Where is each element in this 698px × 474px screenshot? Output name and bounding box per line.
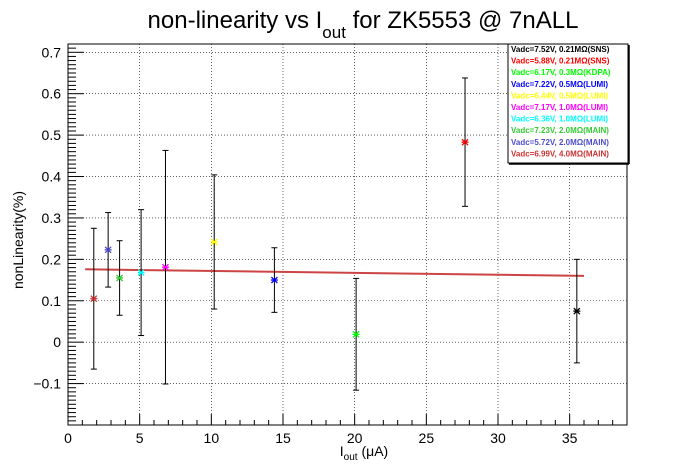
x-tick-label: 15	[275, 430, 291, 446]
x-tick-label: 20	[347, 430, 363, 446]
legend-entry: Vadc=7.23V, 2.0MΩ(MAIN)	[511, 126, 609, 135]
legend-entry: Vadc=5.88V, 0.21MΩ(SNS)	[511, 57, 610, 66]
legend-entry: Vadc=7.22V, 0.5MΩ(LUMI)	[511, 80, 608, 89]
x-tick-label: 30	[490, 430, 506, 446]
x-tick-label: 0	[64, 430, 72, 446]
y-tick-label: 0.7	[42, 44, 62, 60]
data-point-marker	[137, 269, 145, 277]
data-point-marker	[90, 295, 98, 303]
data-point-marker	[104, 246, 112, 254]
legend-entry: Vadc=6.44V, 0.5MΩ(LUMI)	[511, 91, 608, 100]
x-tick-label: 5	[136, 430, 144, 446]
y-tick-label: −0.1	[33, 376, 61, 392]
y-axis-label: nonLinearity(%)	[10, 191, 26, 289]
legend-entry: Vadc=6.36V, 1.0MΩ(LUMI)	[511, 115, 608, 124]
y-tick-label: 0.2	[42, 251, 62, 267]
data-point-marker	[461, 138, 469, 146]
legend-entry: Vadc=7.52V, 0.21MΩ(SNS)	[511, 45, 610, 54]
axes: 0 5 10 15 20 25 30 35 −0.1 0 0.1 0.2 0.3 0.4 0.5 0.6 0.7	[33, 44, 614, 446]
data-point-marker	[270, 276, 278, 284]
data-points	[90, 77, 581, 391]
legend-entry: Vadc=6.17V, 0.3MΩ(KDPA)	[511, 68, 611, 77]
chart-title: non-linearity vs Iout for ZK5553 @ 7nALL	[148, 7, 579, 42]
x-tick-label: 10	[204, 430, 220, 446]
data-point-marker	[352, 330, 360, 338]
legend-entry: Vadc=6.99V, 4.0MΩ(MAIN)	[511, 149, 609, 158]
y-tick-label: 0.5	[42, 127, 62, 143]
data-point-marker	[210, 238, 218, 246]
y-tick-label: 0.1	[42, 293, 62, 309]
y-tick-label: 0.6	[42, 86, 62, 102]
legend: Vadc=7.52V, 0.21MΩ(SNS) Vadc=5.88V, 0.21M…	[507, 43, 630, 165]
y-tick-label: 0	[53, 334, 61, 350]
data-point-marker	[161, 263, 169, 271]
x-axis-label: Iout (μA)	[340, 443, 388, 463]
y-tick-label: 0.4	[42, 169, 62, 185]
legend-entry: Vadc=7.17V, 1.0MΩ(LUMI)	[511, 103, 608, 112]
x-tick-label: 25	[419, 430, 435, 446]
fit-line	[85, 268, 585, 277]
legend-box	[507, 43, 629, 164]
fit-line-group	[85, 268, 585, 277]
data-point-marker	[116, 274, 124, 282]
data-point-marker	[573, 307, 581, 315]
x-tick-label: 35	[562, 430, 578, 446]
legend-entry: Vadc=5.72V, 2.0MΩ(MAIN)	[511, 138, 609, 147]
y-tick-label: 0.3	[42, 210, 62, 226]
